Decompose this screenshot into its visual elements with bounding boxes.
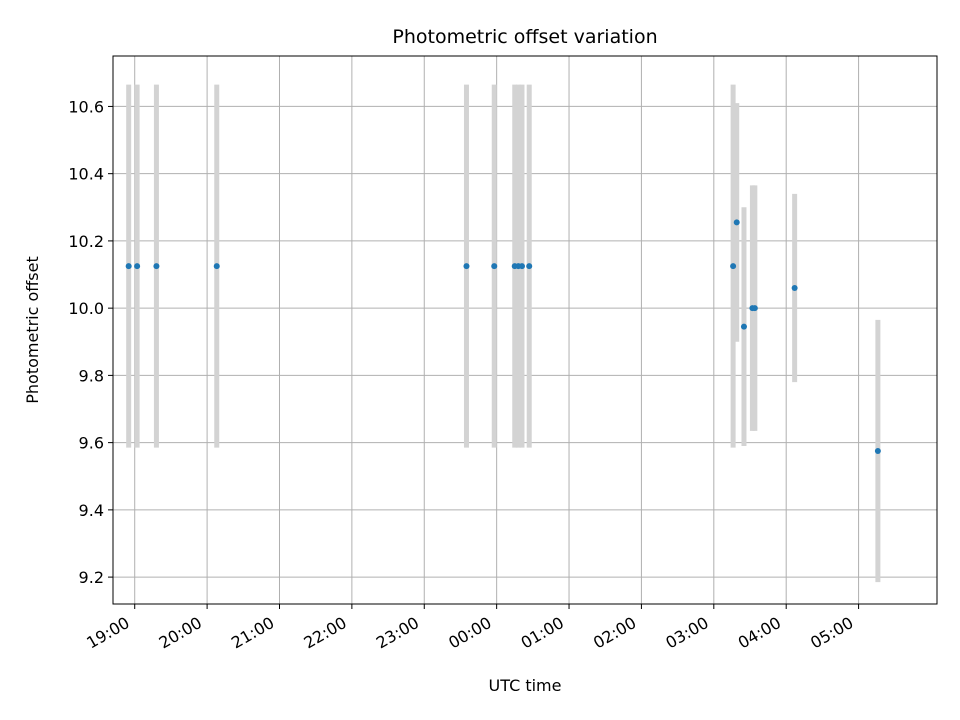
data-points [125, 219, 881, 455]
data-point [125, 263, 132, 270]
y-tick-label: 9.8 [79, 366, 104, 385]
y-tick-label: 10.4 [68, 165, 104, 184]
data-point [874, 448, 881, 455]
data-point [134, 263, 141, 270]
data-point [751, 305, 758, 312]
data-point [153, 263, 160, 270]
data-point [733, 219, 740, 226]
data-point [526, 263, 533, 270]
y-tick-label: 9.4 [79, 501, 104, 520]
data-point [518, 263, 525, 270]
data-point [730, 263, 737, 270]
data-point [213, 263, 220, 270]
plot-frame [112, 55, 938, 605]
data-point [463, 263, 470, 270]
data-point [740, 323, 747, 330]
chart-title: Photometric offset variation [392, 26, 657, 48]
y-tick-label: 10.6 [68, 97, 104, 116]
y-tick-label: 10.0 [68, 299, 104, 318]
data-point [791, 284, 798, 291]
x-axis-label: UTC time [489, 676, 562, 695]
y-tick-label: 9.6 [79, 434, 104, 453]
y-tick-label: 10.2 [68, 232, 104, 251]
y-axis-ticks: 9.2 9.4 9.6 9.8 10.0 10.2 10.4 10.6 [68, 97, 113, 587]
y-axis-label: Photometric offset [23, 256, 42, 404]
y-tick-label: 9.2 [79, 568, 104, 587]
data-point [491, 263, 498, 270]
